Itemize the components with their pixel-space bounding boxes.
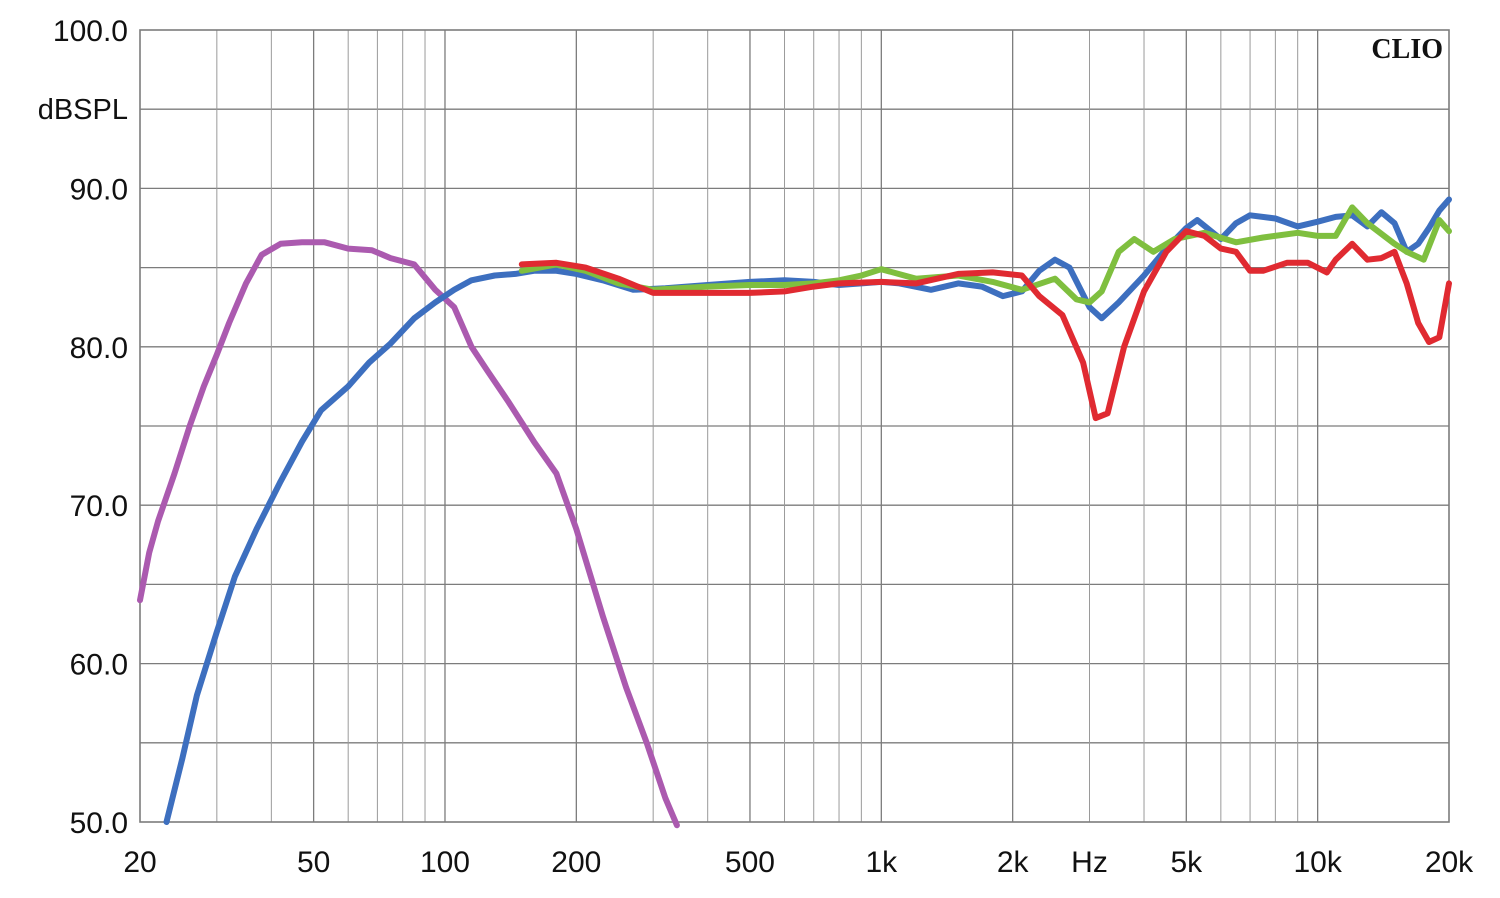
series-line-3 — [518, 204, 1452, 306]
x-tick-label: 50 — [297, 846, 330, 879]
plot-frame — [139, 29, 1450, 823]
y-tick-label: 60.0 — [70, 649, 128, 682]
y-tick-label: 80.0 — [70, 332, 128, 365]
series-layer — [137, 196, 1452, 829]
y-tick-label: 100.0 — [53, 15, 128, 48]
x-tick-label: 200 — [551, 846, 601, 879]
grid — [140, 30, 1449, 822]
series-line-1 — [137, 239, 680, 829]
x-tick-label: 2k — [997, 846, 1030, 879]
x-tick-label: 20 — [123, 846, 156, 879]
y-tick-label: 50.0 — [70, 807, 128, 840]
x-tick-labels: 20 50 100 200 500 1k 2k 5k 10k 20k — [123, 846, 1474, 879]
x-tick-label: 10k — [1293, 846, 1342, 879]
series-line-2 — [163, 196, 1452, 825]
y-tick-label: 70.0 — [70, 490, 128, 523]
y-tick-label: 90.0 — [70, 173, 128, 206]
y-tick-labels: 100.0 90.0 80.0 70.0 60.0 50.0 — [53, 15, 128, 840]
x-axis-unit-label: Hz — [1071, 846, 1108, 879]
clio-logo-text: CLIO — [1371, 34, 1443, 65]
x-tick-label: 5k — [1170, 846, 1203, 879]
x-tick-label: 500 — [725, 846, 775, 879]
x-tick-label: 100 — [420, 846, 470, 879]
x-tick-label: 20k — [1425, 846, 1474, 879]
y-axis-label: dBSPL — [38, 94, 128, 126]
x-tick-label: 1k — [865, 846, 898, 879]
series-line-4 — [518, 228, 1452, 422]
